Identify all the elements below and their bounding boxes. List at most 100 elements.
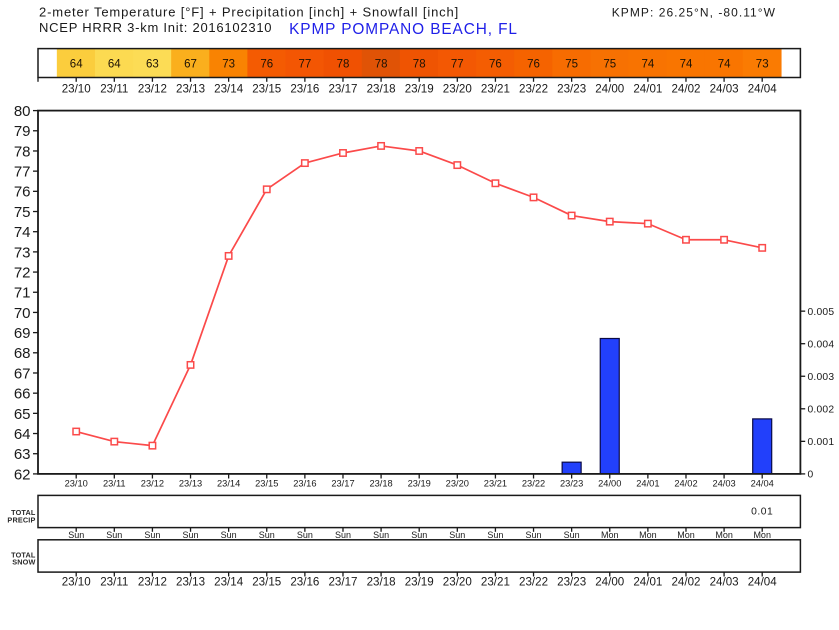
svg-text:23/13: 23/13 xyxy=(176,82,205,95)
svg-text:23/18: 23/18 xyxy=(369,479,392,489)
svg-text:23/20: 23/20 xyxy=(443,576,472,589)
svg-text:Sun: Sun xyxy=(259,530,275,540)
svg-text:24/00: 24/00 xyxy=(595,82,624,95)
svg-text:23/23: 23/23 xyxy=(557,82,586,95)
svg-text:71: 71 xyxy=(14,285,31,302)
svg-text:23/22: 23/22 xyxy=(519,576,548,589)
svg-text:23/17: 23/17 xyxy=(331,479,354,489)
svg-text:Mon: Mon xyxy=(639,530,657,540)
svg-text:0.01: 0.01 xyxy=(751,507,773,518)
svg-text:79: 79 xyxy=(14,123,31,140)
svg-text:72: 72 xyxy=(14,264,31,281)
svg-text:KPMP: 26.25°N, -80.11°W: KPMP: 26.25°N, -80.11°W xyxy=(612,6,776,20)
svg-text:TOTAL: TOTAL xyxy=(11,551,36,560)
svg-text:23/23: 23/23 xyxy=(557,576,586,589)
svg-text:24/01: 24/01 xyxy=(633,82,662,95)
svg-text:66: 66 xyxy=(14,386,31,403)
svg-text:64: 64 xyxy=(70,58,83,70)
svg-text:23/16: 23/16 xyxy=(290,576,319,589)
svg-text:23/17: 23/17 xyxy=(328,576,357,589)
svg-text:Mon: Mon xyxy=(601,530,619,540)
svg-text:24/02: 24/02 xyxy=(671,82,700,95)
svg-text:Sun: Sun xyxy=(68,530,84,540)
svg-text:78: 78 xyxy=(337,58,350,70)
svg-text:23/15: 23/15 xyxy=(255,479,278,489)
svg-text:24/00: 24/00 xyxy=(595,576,624,589)
svg-text:24/04: 24/04 xyxy=(748,82,778,95)
svg-text:76: 76 xyxy=(14,184,31,201)
svg-text:SNOW: SNOW xyxy=(12,558,35,567)
svg-text:73: 73 xyxy=(222,58,235,70)
svg-text:74: 74 xyxy=(718,58,731,70)
svg-text:23/10: 23/10 xyxy=(65,479,88,489)
svg-text:Sun: Sun xyxy=(564,530,580,540)
svg-text:23/15: 23/15 xyxy=(252,576,281,589)
svg-text:23/16: 23/16 xyxy=(293,479,316,489)
svg-text:23/10: 23/10 xyxy=(62,82,91,95)
svg-text:23/14: 23/14 xyxy=(214,576,244,589)
svg-text:23/19: 23/19 xyxy=(405,82,434,95)
svg-text:24/03: 24/03 xyxy=(710,82,739,95)
svg-text:2-meter Temperature [°F] + Pre: 2-meter Temperature [°F] + Precipitation… xyxy=(39,5,459,20)
svg-text:62: 62 xyxy=(14,466,31,483)
svg-text:Sun: Sun xyxy=(335,530,351,540)
svg-text:0.001: 0.001 xyxy=(808,437,835,448)
svg-text:23/21: 23/21 xyxy=(481,82,510,95)
svg-text:KPMP POMPANO BEACH, FL: KPMP POMPANO BEACH, FL xyxy=(289,21,518,38)
svg-text:77: 77 xyxy=(451,58,464,70)
svg-text:78: 78 xyxy=(375,58,388,70)
svg-text:23/14: 23/14 xyxy=(214,82,244,95)
svg-text:73: 73 xyxy=(14,244,31,261)
svg-text:0.003: 0.003 xyxy=(808,372,835,383)
svg-text:23/12: 23/12 xyxy=(141,479,164,489)
svg-text:23/20: 23/20 xyxy=(446,479,469,489)
svg-text:Sun: Sun xyxy=(183,530,199,540)
svg-text:Sun: Sun xyxy=(106,530,122,540)
svg-text:65: 65 xyxy=(14,406,31,423)
svg-text:23/20: 23/20 xyxy=(443,82,472,95)
svg-text:23/15: 23/15 xyxy=(252,82,281,95)
svg-text:Sun: Sun xyxy=(144,530,160,540)
svg-text:67: 67 xyxy=(14,365,31,382)
svg-text:Mon: Mon xyxy=(677,530,695,540)
svg-text:23/12: 23/12 xyxy=(138,82,167,95)
svg-text:23/18: 23/18 xyxy=(367,576,396,589)
svg-text:23/19: 23/19 xyxy=(405,576,434,589)
svg-text:68: 68 xyxy=(14,345,31,362)
svg-text:24/04: 24/04 xyxy=(748,576,778,589)
svg-text:23/13: 23/13 xyxy=(179,479,202,489)
svg-text:Sun: Sun xyxy=(487,530,503,540)
svg-text:64: 64 xyxy=(14,426,31,443)
svg-text:76: 76 xyxy=(260,58,273,70)
svg-text:24/03: 24/03 xyxy=(710,576,739,589)
svg-text:80: 80 xyxy=(14,103,31,120)
svg-text:Mon: Mon xyxy=(715,530,733,540)
svg-text:0.002: 0.002 xyxy=(808,404,835,415)
svg-text:24/01: 24/01 xyxy=(636,479,659,489)
svg-text:PRECIP: PRECIP xyxy=(7,516,35,525)
svg-text:23/11: 23/11 xyxy=(100,82,128,95)
svg-text:23/11: 23/11 xyxy=(100,576,128,589)
svg-text:0: 0 xyxy=(808,470,814,481)
svg-text:23/12: 23/12 xyxy=(138,576,167,589)
svg-text:Sun: Sun xyxy=(297,530,313,540)
svg-text:77: 77 xyxy=(14,164,31,181)
svg-text:75: 75 xyxy=(14,204,31,221)
svg-text:67: 67 xyxy=(184,58,197,70)
svg-text:23/10: 23/10 xyxy=(62,576,91,589)
svg-text:24/03: 24/03 xyxy=(712,479,735,489)
svg-text:Sun: Sun xyxy=(449,530,465,540)
svg-text:23/21: 23/21 xyxy=(484,479,507,489)
svg-text:Sun: Sun xyxy=(526,530,542,540)
svg-text:63: 63 xyxy=(146,58,159,70)
svg-text:73: 73 xyxy=(756,58,769,70)
svg-text:23/16: 23/16 xyxy=(290,82,319,95)
svg-text:NCEP HRRR 3-km Init: 201610231: NCEP HRRR 3-km Init: 2016102310 xyxy=(39,20,272,35)
svg-text:70: 70 xyxy=(14,305,31,322)
svg-text:23/21: 23/21 xyxy=(481,576,510,589)
svg-text:23/17: 23/17 xyxy=(328,82,357,95)
svg-text:23/11: 23/11 xyxy=(103,479,126,489)
svg-text:63: 63 xyxy=(14,446,31,463)
svg-text:Sun: Sun xyxy=(411,530,427,540)
svg-text:78: 78 xyxy=(413,58,426,70)
